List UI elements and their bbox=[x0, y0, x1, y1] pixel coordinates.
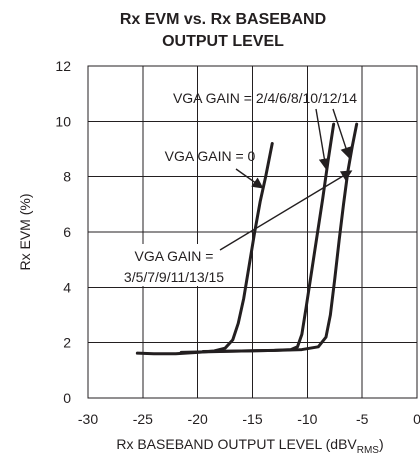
chart-title-line-2: OUTPUT LEVEL bbox=[162, 33, 284, 50]
annotation-gain-even-arrow-2 bbox=[332, 108, 352, 159]
x-axis-label-subscript: RMS bbox=[357, 445, 380, 456]
x-tick-label: -25 bbox=[133, 411, 153, 427]
x-tick-label: -20 bbox=[188, 411, 208, 427]
x-tick-label: 0 bbox=[413, 411, 420, 427]
y-tick-label: 8 bbox=[63, 169, 71, 185]
annotation-gain0-arrow bbox=[235, 168, 264, 189]
y-tick-label: 12 bbox=[55, 58, 71, 74]
y-axis-label: Rx EVM (%) bbox=[17, 194, 33, 271]
y-tick-label: 10 bbox=[55, 113, 71, 129]
grid bbox=[88, 66, 417, 398]
x-axis-label-main: Rx BASEBAND OUTPUT LEVEL (dBV bbox=[116, 436, 357, 452]
x-tick-label: -5 bbox=[356, 411, 369, 427]
x-tick-label: -15 bbox=[242, 411, 262, 427]
x-axis-label: Rx BASEBAND OUTPUT LEVEL (dBVRMS) bbox=[116, 436, 383, 456]
x-axis-label-close: ) bbox=[379, 436, 384, 452]
chart-title-line-1: Rx EVM vs. Rx BASEBAND bbox=[120, 11, 326, 28]
annotation-gain0-label: VGA GAIN = 0 bbox=[165, 148, 256, 164]
annotation-gain-odd-arrow bbox=[219, 170, 353, 251]
y-tick-label: 2 bbox=[63, 335, 71, 351]
x-tick-label: -10 bbox=[297, 411, 317, 427]
annotation-gain-even-arrow-1 bbox=[315, 108, 330, 170]
y-tick-label: 6 bbox=[63, 224, 71, 240]
y-tick-label: 0 bbox=[63, 390, 71, 406]
annotation-gain-odd-label-line-1: VGA GAIN = bbox=[135, 248, 214, 264]
plot-frame bbox=[87, 65, 418, 399]
x-tick-label: -30 bbox=[78, 411, 98, 427]
y-tick-label: 4 bbox=[63, 279, 71, 295]
annotation-gain-even-label: VGA GAIN = 2/4/6/8/10/12/14 bbox=[173, 90, 357, 106]
annotation-gain-odd-label-line-2: 3/5/7/9/11/13/15 bbox=[124, 269, 224, 285]
annotations: VGA GAIN = 2/4/6/8/10/12/14 VGA GAIN = 0 V… bbox=[111, 90, 357, 286]
tick-labels: -30 -25 -20 -15 -10 -5 0 0 2 4 6 8 10 12 bbox=[55, 58, 420, 427]
annotation-gain-odd-background bbox=[111, 244, 238, 286]
